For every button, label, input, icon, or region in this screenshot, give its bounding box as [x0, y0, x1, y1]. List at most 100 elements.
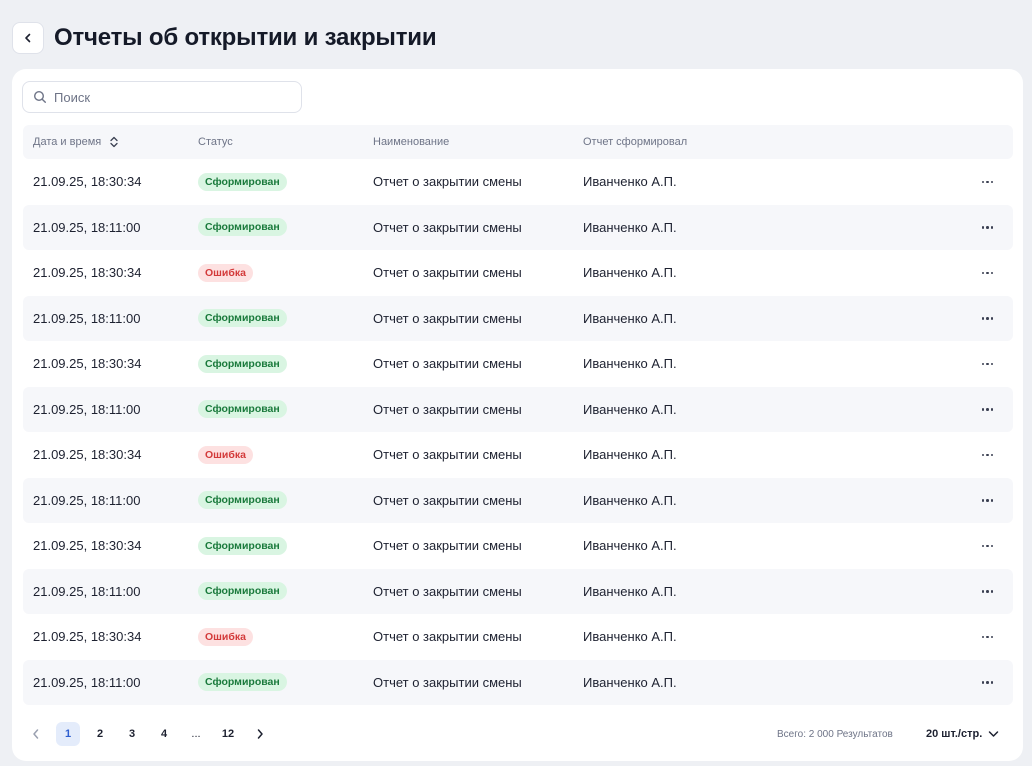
page-button[interactable]: 12: [221, 728, 235, 740]
cell-actions: [953, 404, 1013, 415]
more-icon[interactable]: [978, 222, 998, 233]
cell-datetime: 21.09.25, 18:11:00: [33, 674, 141, 690]
column-header-status: Статус: [198, 136, 233, 148]
cell-actions: [953, 222, 1013, 233]
more-icon[interactable]: [978, 632, 998, 643]
more-icon[interactable]: [978, 359, 998, 370]
more-icon[interactable]: [978, 495, 998, 506]
cell-name: Отчет о закрытии смены: [373, 492, 522, 508]
column-header-author: Отчет сформировал: [583, 136, 688, 148]
cell-name: Отчет о закрытии смены: [373, 583, 522, 599]
sort-icon[interactable]: [109, 136, 119, 148]
more-icon[interactable]: [978, 404, 998, 415]
cell-author: Иванченко А.П.: [583, 674, 677, 690]
status-badge: Сформирован: [198, 218, 287, 237]
reports-table: Дата и время Статус Наименование Отчет с…: [23, 125, 1013, 705]
cell-datetime: 21.09.25, 18:11:00: [33, 492, 141, 508]
cell-actions: [953, 313, 1013, 324]
back-button[interactable]: [12, 22, 44, 54]
table-row[interactable]: 21.09.25, 18:30:34 Ошибка Отчет о закрытии…: [23, 614, 1013, 660]
cell-name: Отчет о закрытии смены: [373, 447, 522, 463]
cell-status: Сформирован: [198, 309, 373, 328]
chevron-left-icon: [33, 729, 39, 739]
cell-status: Сформирован: [198, 400, 373, 419]
search-input[interactable]: [54, 89, 294, 105]
prev-page-button[interactable]: [24, 722, 48, 746]
table-row[interactable]: 21.09.25, 18:11:00 Сформирован Отчет о зак…: [23, 204, 1013, 250]
cell-datetime: 21.09.25, 18:30:34: [33, 265, 142, 281]
next-page-button[interactable]: [248, 722, 272, 746]
page-title: Отчеты об открытии и закрытии: [54, 24, 437, 51]
status-badge: Сформирован: [198, 309, 287, 328]
cell-name: Отчет о закрытии смены: [373, 538, 522, 554]
table-row[interactable]: 21.09.25, 18:11:00 Сформирован Отчет о зак…: [23, 386, 1013, 432]
cell-name: Отчет о закрытии смены: [373, 629, 522, 645]
table-row[interactable]: 21.09.25, 18:11:00 Сформирован Отчет о зак…: [23, 477, 1013, 523]
cell-status: Сформирован: [198, 673, 373, 692]
page-button[interactable]: 4: [160, 728, 168, 740]
cell-actions: [953, 541, 1013, 552]
page-list: 1 2 3 4... 12: [56, 722, 248, 746]
pagination: 1 2 3 4... 12: [24, 721, 280, 747]
status-badge: Сформирован: [198, 491, 287, 510]
cell-name: Отчет о закрытии смены: [373, 401, 522, 417]
column-header-name: Наименование: [373, 136, 450, 148]
table-row[interactable]: 21.09.25, 18:11:00 Сформирован Отчет о зак…: [23, 568, 1013, 614]
status-badge: Ошибка: [198, 627, 253, 646]
table-row[interactable]: 21.09.25, 18:11:00 Сформирован Отчет о зак…: [23, 295, 1013, 341]
cell-name: Отчет о закрытии смены: [373, 310, 522, 326]
table-row[interactable]: 21.09.25, 18:30:34 Сформирован Отчет о зак…: [23, 159, 1013, 205]
cell-name: Отчет о закрытии смены: [373, 219, 522, 235]
table-row[interactable]: 21.09.25, 18:30:34 Ошибка Отчет о закрытии…: [23, 432, 1013, 478]
table-row[interactable]: 21.09.25, 18:30:34 Сформирован Отчет о зак…: [23, 341, 1013, 387]
reports-card: Дата и время Статус Наименование Отчет с…: [12, 69, 1023, 761]
cell-name: Отчет о закрытии смены: [373, 674, 522, 690]
cell-status: Сформирован: [198, 354, 373, 373]
cell-author: Иванченко А.П.: [583, 310, 677, 326]
cell-datetime: 21.09.25, 18:30:34: [33, 174, 142, 190]
cell-datetime: 21.09.25, 18:30:34: [33, 447, 142, 463]
cell-datetime: 21.09.25, 18:30:34: [33, 356, 142, 372]
cell-datetime: 21.09.25, 18:11:00: [33, 219, 141, 235]
search-box[interactable]: [22, 81, 302, 113]
table-row[interactable]: 21.09.25, 18:30:34 Ошибка Отчет о закрытии…: [23, 250, 1013, 296]
per-page-value: 20 шт./стр.: [926, 728, 983, 740]
more-icon[interactable]: [978, 177, 998, 188]
status-badge: Сформирован: [198, 354, 287, 373]
status-badge: Ошибка: [198, 263, 253, 282]
cell-status: Ошибка: [198, 263, 373, 282]
cell-actions: [953, 677, 1013, 688]
page-button[interactable]: 1: [56, 722, 80, 746]
table-row[interactable]: 21.09.25, 18:11:00 Сформирован Отчет о зак…: [23, 659, 1013, 705]
cell-name: Отчет о закрытии смены: [373, 174, 522, 190]
more-icon[interactable]: [978, 677, 998, 688]
page-ellipsis: ...: [191, 728, 201, 740]
cell-actions: [953, 586, 1013, 597]
column-header-datetime[interactable]: Дата и время: [23, 136, 198, 148]
page-button[interactable]: 2: [96, 728, 104, 740]
more-icon[interactable]: [978, 313, 998, 324]
more-icon[interactable]: [978, 450, 998, 461]
cell-author: Иванченко А.П.: [583, 265, 677, 281]
cell-actions: [953, 177, 1013, 188]
column-header-label: Дата и время: [33, 136, 102, 148]
chevron-left-icon: [25, 33, 31, 43]
cell-datetime: 21.09.25, 18:11:00: [33, 310, 141, 326]
cell-name: Отчет о закрытии смены: [373, 356, 522, 372]
cell-status: Сформирован: [198, 491, 373, 510]
cell-status: Сформирован: [198, 218, 373, 237]
more-icon[interactable]: [978, 586, 998, 597]
more-icon[interactable]: [978, 268, 998, 279]
status-badge: Сформирован: [198, 172, 287, 191]
cell-author: Иванченко А.П.: [583, 629, 677, 645]
cell-name: Отчет о закрытии смены: [373, 265, 522, 281]
table-header: Дата и время Статус Наименование Отчет с…: [23, 125, 1013, 159]
page-button[interactable]: 3: [128, 728, 136, 740]
search-icon: [33, 90, 47, 104]
cell-actions: [953, 450, 1013, 461]
chevron-down-icon: [989, 731, 999, 737]
per-page-select[interactable]: 20 шт./стр.: [926, 721, 999, 747]
table-row[interactable]: 21.09.25, 18:30:34 Сформирован Отчет о зак…: [23, 523, 1013, 569]
cell-status: Сформирован: [198, 582, 373, 601]
more-icon[interactable]: [978, 541, 998, 552]
